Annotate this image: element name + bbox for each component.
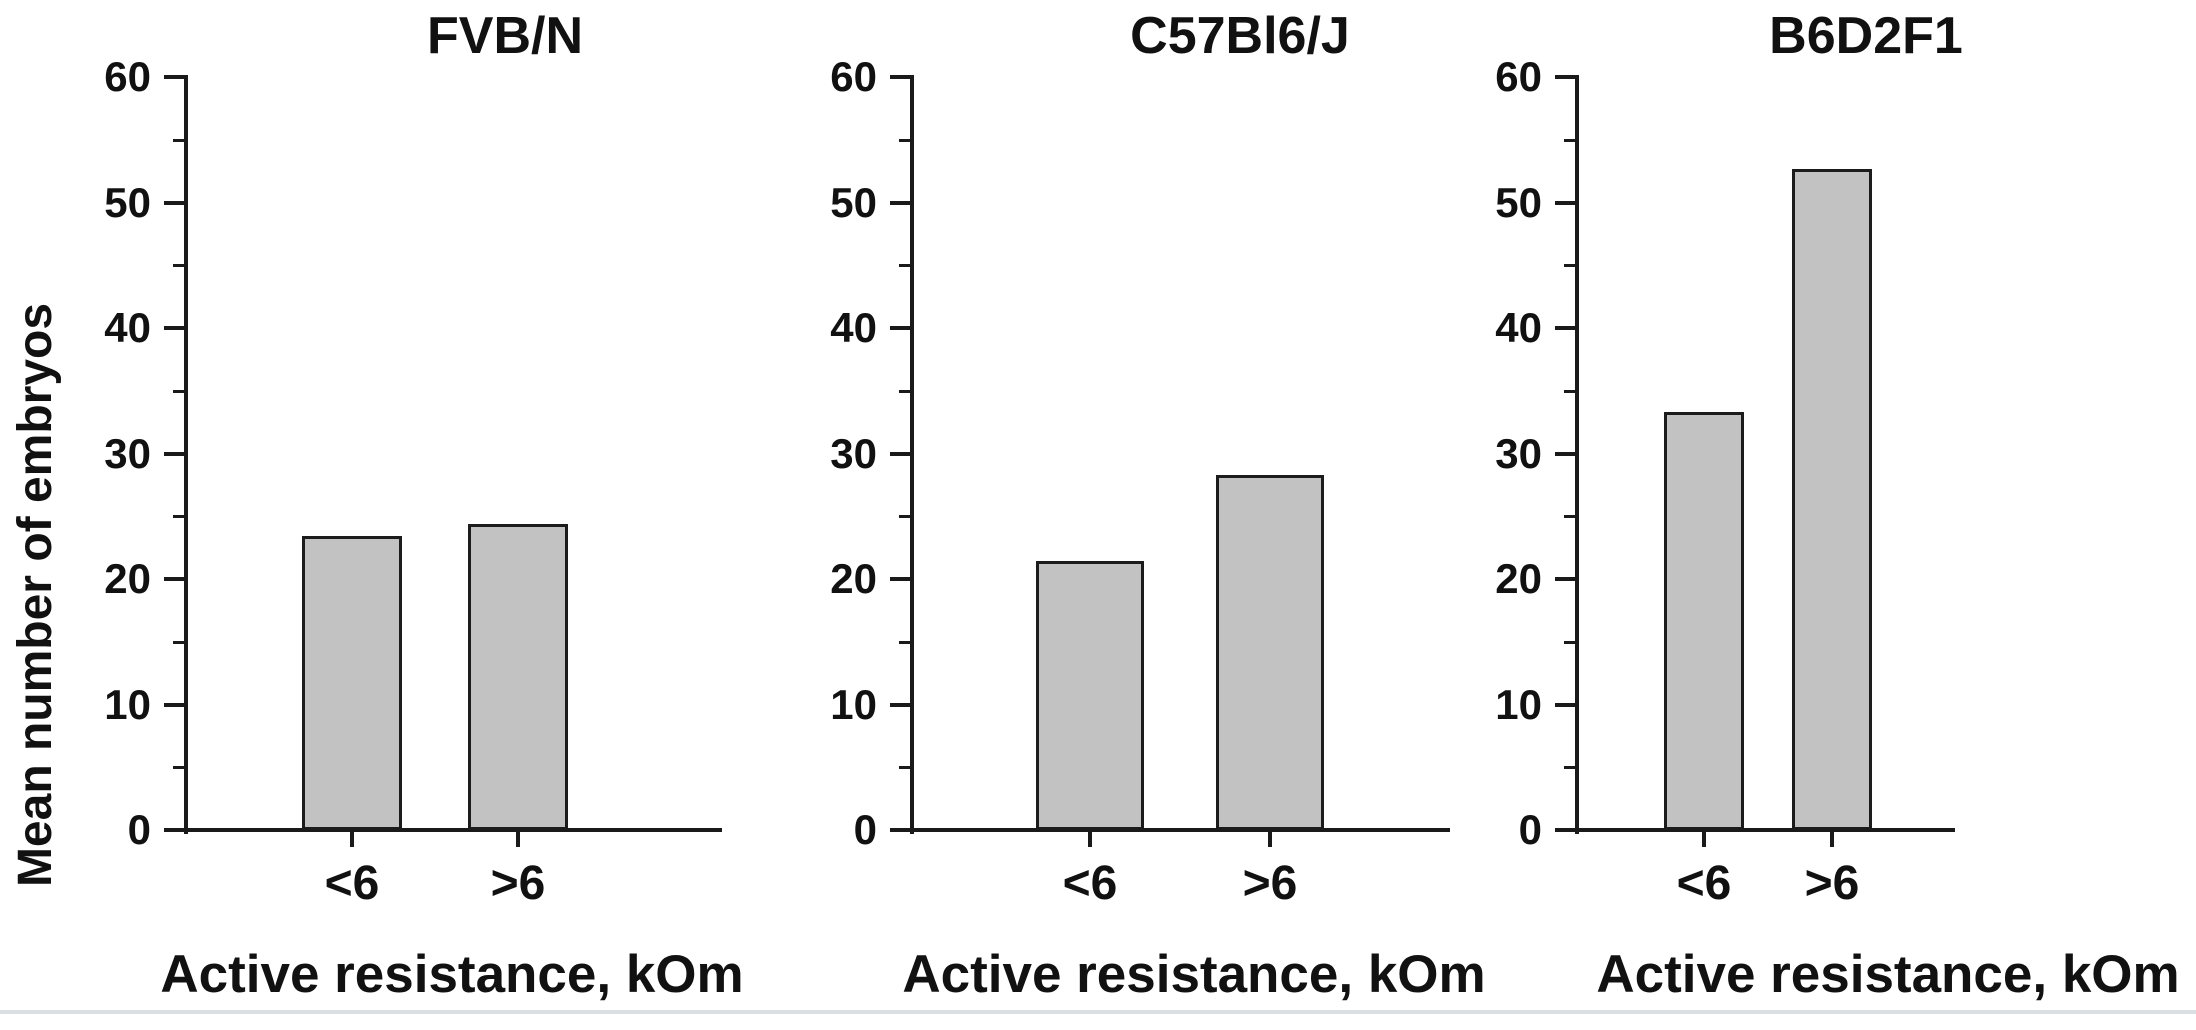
bar-<6	[1664, 412, 1744, 830]
y-tick-label: 10	[1495, 680, 1542, 728]
y-minor-tick	[1564, 264, 1575, 268]
y-major-tick	[1555, 451, 1575, 456]
x-axis-line	[1575, 828, 1955, 832]
y-major-tick	[164, 326, 184, 330]
x-axis-title: Active resistance, kOm	[1596, 945, 2180, 1004]
x-category-label: >6	[490, 857, 546, 910]
y-tick-label: 20	[1495, 555, 1542, 602]
x-axis-title: Active resistance, kOm	[160, 945, 744, 1004]
y-minor-tick	[173, 766, 184, 770]
y-major-tick	[164, 577, 184, 581]
y-tick-label: 20	[104, 555, 151, 602]
y-tick-label: 0	[1518, 806, 1542, 853]
y-minor-tick	[173, 640, 184, 644]
bottom-divider	[0, 1010, 2196, 1014]
y-major-tick	[1555, 577, 1575, 581]
y-tick-label: 10	[104, 680, 151, 728]
x-tick	[1830, 832, 1834, 847]
y-minor-tick	[1564, 766, 1575, 770]
x-tick	[1268, 832, 1272, 847]
bar->6	[468, 524, 568, 830]
y-tick-label: 30	[830, 429, 877, 477]
y-axis-line	[184, 75, 188, 834]
y-tick-label: 50	[830, 178, 877, 226]
y-major-tick	[890, 577, 910, 581]
y-tick-label: 50	[104, 178, 151, 226]
chart-title: C57Bl6/J	[1130, 7, 1350, 65]
x-axis-title: Active resistance, kOm	[902, 945, 1486, 1004]
x-tick	[1702, 832, 1706, 847]
y-minor-tick	[899, 138, 910, 142]
x-category-label: <6	[1062, 857, 1118, 910]
x-tick	[516, 832, 520, 847]
y-minor-tick	[173, 138, 184, 142]
x-category-label: <6	[324, 857, 380, 910]
y-minor-tick	[173, 389, 184, 393]
y-minor-tick	[899, 515, 910, 519]
y-minor-tick	[899, 640, 910, 644]
chart-title: FVB/N	[427, 7, 583, 65]
y-tick-label: 40	[104, 304, 151, 351]
x-category-label: >6	[1242, 857, 1298, 910]
y-minor-tick	[173, 515, 184, 519]
y-tick-label: 10	[830, 680, 877, 728]
x-axis-line	[184, 828, 722, 832]
y-minor-tick	[899, 766, 910, 770]
y-major-tick	[1555, 75, 1575, 79]
y-minor-tick	[1564, 515, 1575, 519]
y-tick-label: 50	[1495, 178, 1542, 226]
y-tick-label: 0	[853, 806, 877, 853]
y-major-tick	[164, 828, 184, 832]
y-tick-label: 0	[127, 806, 151, 853]
bar->6	[1792, 169, 1872, 830]
y-major-tick	[890, 702, 910, 707]
x-tick	[1088, 832, 1092, 847]
y-major-tick	[890, 326, 910, 330]
y-major-tick	[164, 200, 184, 205]
y-major-tick	[1555, 200, 1575, 205]
y-major-tick	[1555, 326, 1575, 330]
y-major-tick	[1555, 702, 1575, 707]
y-minor-tick	[899, 264, 910, 268]
y-tick-label: 40	[830, 304, 877, 351]
y-minor-tick	[1564, 138, 1575, 142]
chart-title: B6D2F1	[1769, 7, 1963, 65]
y-major-tick	[164, 702, 184, 707]
y-minor-tick	[899, 389, 910, 393]
x-tick	[350, 832, 354, 847]
y-major-tick	[890, 75, 910, 79]
y-minor-tick	[1564, 640, 1575, 644]
x-category-label: <6	[1676, 857, 1732, 910]
bar-<6	[1036, 561, 1144, 830]
x-category-label: >6	[1804, 857, 1860, 910]
bar->6	[1216, 475, 1324, 830]
y-tick-label: 60	[1495, 53, 1542, 100]
y-tick-label: 20	[830, 555, 877, 602]
y-axis-line	[910, 75, 914, 834]
y-major-tick	[890, 451, 910, 456]
y-major-tick	[890, 200, 910, 205]
y-tick-label: 40	[1495, 304, 1542, 351]
y-tick-label: 60	[104, 53, 151, 100]
y-major-tick	[890, 828, 910, 832]
y-tick-label: 30	[104, 429, 151, 477]
x-axis-line	[910, 828, 1450, 832]
y-major-tick	[164, 451, 184, 456]
y-major-tick	[1555, 828, 1575, 832]
y-tick-label: 60	[830, 53, 877, 100]
y-axis-line	[1575, 75, 1579, 834]
y-major-tick	[164, 75, 184, 79]
bar-<6	[302, 536, 402, 830]
y-minor-tick	[1564, 389, 1575, 393]
y-minor-tick	[173, 264, 184, 268]
y-tick-label: 30	[1495, 429, 1542, 477]
